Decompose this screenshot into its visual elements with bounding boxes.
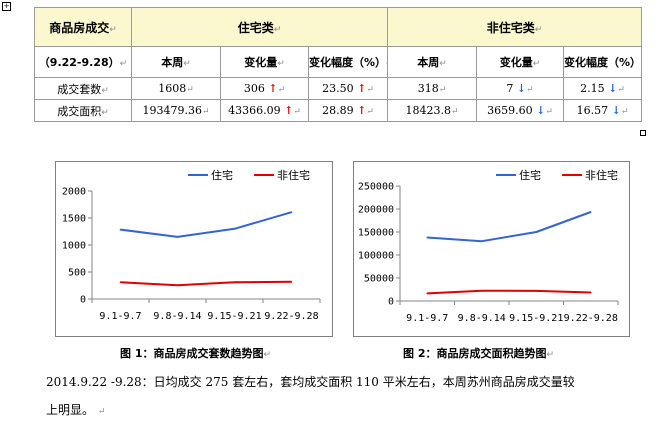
y-tick-label: 1000 [62,241,86,252]
y-tick-label: 150000 [358,228,394,239]
non-residential-series-line [120,280,292,287]
down-arrow-icon: ↓ [608,82,618,95]
residential-data-point [480,240,483,242]
residential-series-line [427,211,592,243]
x-tick-label: 9.8-9.14 [458,313,506,324]
date-range-cell: （9.22-9.28）↵ [34,46,132,78]
col-header: 变化量↵ [220,46,309,78]
non-residential-data-point [589,291,592,294]
residential-week-value: 193479.36↵ [131,99,221,122]
row-label: 成交套数↵ [34,77,132,100]
legend-label: 住宅 [211,168,233,182]
non-residential-data-point [176,284,179,287]
x-tick-label: 9.1-9.7 [406,313,448,324]
legend-label: 住宅 [519,168,541,182]
x-tick-label: 9.1-9.7 [99,311,141,322]
y-tick-label: 250000 [358,182,394,193]
summary-paragraph-line-2: 上明显。 ↵ [46,403,106,417]
non-residential-header: 非住宅类↵ [387,7,643,47]
non-residential-data-point [535,290,538,292]
y-tick-label: 500 [68,268,86,279]
residential-data-point [290,211,293,213]
legend-label: 非住宅 [277,168,310,182]
non-residential-series-line [427,289,591,295]
y-tick-label: 50000 [364,274,394,285]
table-move-handle[interactable]: + [2,2,11,11]
residential-pct-value: 23.50 ↑↵ [307,77,389,100]
down-arrow-icon: ↓ [516,82,527,95]
non-residential-data-point [480,289,483,292]
chart-transaction-area-plot: 0 50000 100000 150000 200000 250000 9.1-9.7 9.8… [358,168,619,324]
col-header: 变化幅度（%）↵ [563,46,643,78]
x-tick-label: 9.15-9.21 [509,313,563,324]
non-residential-week-value: 18423.8↵ [387,99,478,122]
y-tick-label: 1500 [62,214,86,225]
down-arrow-icon: ↓ [536,104,546,117]
up-arrow-icon: ↑ [357,82,367,95]
figure-2-caption: 图 2：商品房成交面积趋势图↵ [403,347,555,360]
x-tick-label: 9.15-9.21 [207,311,261,322]
corner-cell: 商品房成交↵ [34,7,132,47]
residential-data-point [176,236,179,238]
non-residential-pct-value: 16.57 ↓↵ [563,99,643,122]
up-arrow-icon: ↑ [284,104,294,117]
residential-header: 住宅类↵ [130,7,389,47]
transaction-table: 商品房成交↵ 住宅类↵ 非住宅类↵ （9.22-9.28）↵ 本周↵ 变化量↵ … [34,7,643,122]
table-subheader-row: （9.22-9.28）↵ 本周↵ 变化量↵ 变化幅度（%）↵ 本周↵ 变化量↵ … [34,46,643,78]
chart-transaction-count-plot: 0 500 1000 1500 2000 9.1-9.7 9.8-9.14 9.15-9.21… [62,168,321,322]
non-residential-data-point [290,281,293,283]
residential-change-value: 43366.09 ↑↵ [220,99,309,122]
non-residential-data-point [119,281,122,284]
summary-paragraph-line-1: 2014.9.22 -9.28：日均成交 275 套左右，套均成交面积 110 … [46,375,575,389]
non-residential-change-value: 7 ↓↵ [476,77,565,100]
chart-transaction-count: 0 500 1000 1500 2000 9.1-9.7 9.8-9.14 9.15-9.21… [55,161,333,337]
table-row: 成交套数↵ 1608↵ 306 ↑↵ 23.50 ↑↵ 318↵ 7 ↓↵ 2.… [34,77,643,100]
residential-data-point [426,236,429,239]
table-row: 成交面积↵ 193479.36↵ 43366.09 ↑↵ 28.89 ↑↵ 18… [34,99,643,122]
non-residential-week-value: 318↵ [387,77,478,100]
y-tick-label: 200000 [358,205,394,216]
y-tick-label: 2000 [62,187,86,198]
residential-change-value: 306 ↑↵ [220,77,309,100]
table-header-row: 商品房成交↵ 住宅类↵ 非住宅类↵ [34,7,643,47]
non-residential-pct-value: 2.15 ↓↵ [563,77,643,100]
table-resize-handle[interactable] [640,130,646,136]
chart-transaction-area: 0 50000 100000 150000 200000 250000 9.1-9.7 9.8… [353,161,630,337]
y-tick-label: 0 [80,295,86,306]
down-arrow-icon: ↓ [611,104,621,117]
residential-data-point [119,228,122,231]
x-tick-label: 9.8-9.14 [153,311,201,322]
row-label: 成交面积↵ [34,99,132,122]
residential-data-point [233,228,236,230]
legend-label: 非住宅 [585,168,618,182]
col-header: 变化幅度（%）↵ [307,46,389,78]
y-tick-label: 0 [388,297,394,308]
figure-1-caption: 图 1：商品房成交套数趋势图↵ [120,347,272,360]
residential-series-line [120,211,292,238]
non-residential-data-point [233,281,236,284]
non-residential-change-value: 3659.60 ↓↵ [476,99,565,122]
up-arrow-icon: ↑ [268,82,278,95]
x-tick-label: 9.22-9.28 [564,313,618,324]
residential-data-point [589,211,592,213]
non-residential-data-point [426,292,429,295]
col-header: 本周↵ [131,46,221,78]
y-tick-label: 100000 [358,251,394,262]
col-header: 变化量↵ [476,46,565,78]
residential-week-value: 1608↵ [131,77,221,100]
up-arrow-icon: ↑ [357,104,367,117]
x-tick-label: 9.22-9.28 [264,311,318,322]
residential-pct-value: 28.89 ↑↵ [307,99,389,122]
residential-data-point [535,231,538,233]
col-header: 本周↵ [387,46,478,78]
